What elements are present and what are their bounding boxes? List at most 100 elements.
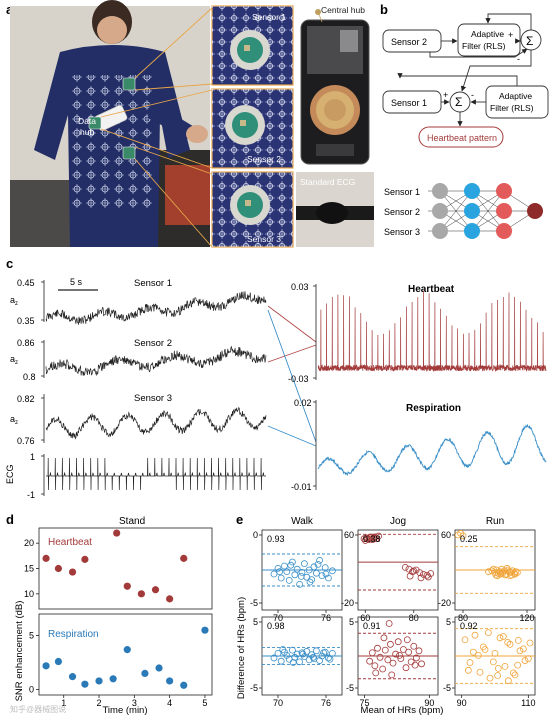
e-point [461,636,469,644]
e-point [328,567,336,575]
e-point [306,578,314,586]
nn-node-1-2 [464,223,480,239]
d-respiration-point [54,657,63,666]
s1-tick-bottom: 0.35 [17,316,35,326]
e-point [309,653,317,661]
d-respiration-point [109,675,117,683]
d-heartbeat-point [151,586,160,594]
respiration-title: Respiration [406,403,461,414]
e-point [418,660,425,668]
e-point [514,637,522,644]
nn-node-1-0 [464,183,480,199]
panel-b-label: b [380,2,388,17]
d-heartbeat-ytick: 15 [24,564,34,574]
e-point [322,570,330,578]
e-point [491,650,499,657]
e-point [427,570,435,577]
panel-b: b Sensor 2 Adaptive Filter (RLS) Σ + - [380,2,549,239]
e-point [296,658,304,666]
e-ytick: 60 [441,530,451,540]
e-xtick: 90 [457,698,467,708]
e-point [514,569,521,576]
d-xtick: 3 [132,698,137,708]
e-point [498,569,506,577]
b-minus-top: - [517,54,520,64]
e-point [285,577,293,584]
data-hub-label-1: Data [78,116,96,126]
b-plus-top: + [508,30,513,40]
d-respiration-ytick: 0 [29,685,34,695]
connector-respiration-1 [267,309,317,443]
d-respiration-point [141,669,149,678]
e-point [387,640,394,648]
nn-node-0-1 [432,203,448,219]
e-r-value: 0.92 [460,621,478,631]
e-xtick: 75 [359,698,369,708]
d-title: Stand [119,516,145,527]
e-point [326,655,334,663]
e-point [380,634,388,642]
e-point [524,655,532,662]
s3-label: Sensor 3 [134,393,172,404]
nn-node-0-2 [432,223,448,239]
d-xtick: 4 [167,698,172,708]
s3-ylabel: az [10,414,18,426]
e-point [375,532,383,540]
ecg-label: ECG [5,464,15,484]
nn-node-2-2 [496,223,512,239]
e-col-title-walk: Walk [291,516,314,527]
e-point [511,671,519,679]
d-heartbeat-point [180,554,188,562]
nn-node-2-0 [496,183,512,199]
e-ytick: 5 [446,617,451,627]
d-respiration-point [201,626,209,634]
e-point [514,661,522,669]
heartbeat-pattern-box [418,126,504,148]
e-point [516,647,524,655]
e-point [459,532,467,540]
d-heartbeat-point [137,590,145,598]
heartbeat-axis [313,284,317,380]
e-plot-walk-bottom: 0.98 5 -5 70 76 [250,616,343,708]
e-point [466,659,474,666]
e-point [300,560,308,567]
e-point [287,561,295,569]
sensor2-axis [41,340,45,378]
nn-node-0-0 [432,183,448,199]
ecg-tick-top: 1 [30,452,35,462]
e-point [366,657,374,665]
e-r-value: 0.38 [363,534,381,544]
connector-heartbeat-2 [267,344,317,363]
e-point [288,558,296,566]
e-point [474,651,482,659]
e-point [389,659,397,667]
e-ytick: -20 [438,598,451,608]
sensor3-trace [45,406,267,440]
neural-network-diagram: Sensor 1 Sensor 2 Sensor 3 [384,183,543,239]
e-point [283,568,291,575]
e-r-value: 0.25 [460,534,478,544]
sensor2-closeup-label: Sensor 2 [247,154,281,164]
e-point [320,649,328,657]
e-plot-run-top: 0.25 60 -20 80 120 [438,529,536,623]
d-respiration-label: Respiration [48,629,99,640]
heartbeat-tick-bottom: -0.03 [288,374,309,384]
e-point [385,620,393,627]
sensor1-trace [45,291,267,325]
e-point [321,564,329,571]
s1-label: Sensor 1 [134,278,172,289]
e-point [297,573,305,580]
connector-heartbeat-1 [267,305,317,343]
e-xtick: 80 [409,613,419,623]
d-heartbeat-point [123,582,131,590]
nn-node-1-1 [464,203,480,219]
e-point [407,658,415,666]
e-point [504,638,512,646]
s1-ylabel: az [10,295,18,307]
e-point [489,565,497,573]
photo-standard-ecg: Standard ECG [296,172,374,247]
b-sigma-top: Σ [526,34,533,48]
nn-node-2-1 [496,203,512,219]
e-point [291,571,299,579]
